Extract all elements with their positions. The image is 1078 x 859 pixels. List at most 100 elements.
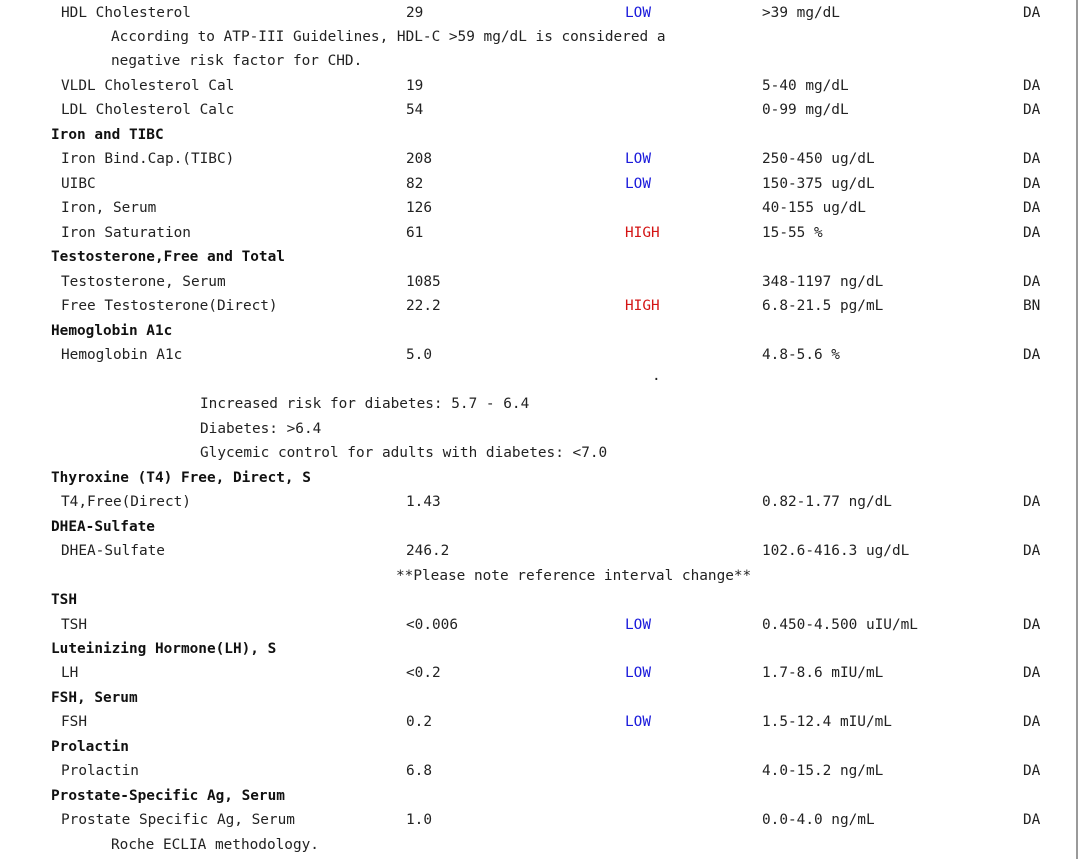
test-name: HDL Cholesterol (61, 4, 191, 21)
abnormal-flag: LOW (625, 616, 651, 633)
comment-line: According to ATP-III Guidelines, HDL-C >… (0, 25, 1076, 50)
test-name: Free Testosterone(Direct) (61, 298, 278, 315)
section-heading: Thyroxine (T4) Free, Direct, S (0, 466, 1076, 491)
scrollbar-edge (1076, 0, 1078, 859)
section-heading: Hemoglobin A1c (0, 319, 1076, 344)
reference-range: 1.5-12.4 mIU/mL (762, 714, 892, 731)
result-row: Iron Bind.Cap.(TIBC) 208 LOW 250-450 ug/dL D… (0, 147, 1076, 172)
result-value: 0.2 (406, 714, 432, 731)
result-value: 82 (406, 175, 424, 192)
result-row: HDL Cholesterol 29 LOW >39 mg/dL DA (0, 1, 1076, 26)
reference-range: 0-99 mg/dL (762, 102, 849, 119)
reference-range: 150-375 ug/dL (762, 175, 875, 192)
section-heading: DHEA-Sulfate (0, 515, 1076, 540)
reference-range: 15-55 % (762, 224, 823, 241)
result-row: Iron Saturation 61 HIGH 15-55 % DA (0, 221, 1076, 246)
result-row: Prolactin 6.8 4.0-15.2 ng/mL DA (0, 759, 1076, 784)
test-name: Testosterone, Serum (61, 273, 226, 290)
result-value: <0.2 (406, 665, 441, 682)
section-heading: Luteinizing Hormone(LH), S (0, 637, 1076, 662)
test-name: Iron Bind.Cap.(TIBC) (61, 151, 235, 168)
result-value: 61 (406, 224, 424, 241)
result-row: TSH <0.006 LOW 0.450-4.500 uIU/mL DA (0, 613, 1076, 638)
test-name: VLDL Cholesterol Cal (61, 77, 235, 94)
reference-range: 0.450-4.500 uIU/mL (762, 616, 918, 633)
reference-range: 1.7-8.6 mIU/mL (762, 665, 884, 682)
result-value: 29 (406, 4, 424, 21)
comment-text: Diabetes: >6.4 (200, 420, 322, 437)
comment-text: Roche ECLIA methodology. (111, 836, 319, 853)
test-name: UIBC (61, 175, 96, 192)
section-heading: Prostate-Specific Ag, Serum (0, 784, 1076, 809)
comment-text: Glycemic control for adults with diabete… (200, 445, 608, 462)
result-row: UIBC 82 LOW 150-375 ug/dL DA (0, 172, 1076, 197)
result-value: 1.0 (406, 812, 432, 829)
lab-code: DA (1023, 665, 1041, 682)
abnormal-flag: HIGH (625, 224, 660, 241)
comment-line: Diabetes: >6.4 (0, 417, 1076, 442)
abnormal-flag: LOW (625, 151, 651, 168)
result-row: VLDL Cholesterol Cal 19 5-40 mg/dL DA (0, 74, 1076, 99)
abnormal-flag: LOW (625, 714, 651, 731)
result-value: 126 (406, 200, 432, 217)
section-title: Prolactin (51, 738, 129, 755)
section-title: TSH (51, 592, 77, 609)
result-row: Iron, Serum 126 40-155 ug/dL DA (0, 196, 1076, 221)
section-heading: Testosterone,Free and Total (0, 245, 1076, 270)
result-row: DHEA-Sulfate 246.2 102.6-416.3 ug/dL DA (0, 539, 1076, 564)
test-name: Prolactin (61, 763, 139, 780)
comment-text: **Please note reference interval change*… (396, 567, 752, 584)
comment-line: negative risk factor for CHD. (0, 49, 1076, 74)
reference-range: 102.6-416.3 ug/dL (762, 543, 910, 560)
result-row: Prostate Specific Ag, Serum 1.0 0.0-4.0 ng… (0, 808, 1076, 833)
section-title: FSH, Serum (51, 689, 138, 706)
test-name: LDL Cholesterol Calc (61, 102, 235, 119)
section-heading: TSH (0, 588, 1076, 613)
reference-range: 4.8-5.6 % (762, 347, 840, 364)
lab-code: DA (1023, 4, 1041, 21)
lab-code: DA (1023, 347, 1041, 364)
comment-line: Roche ECLIA methodology. (0, 833, 1076, 858)
reference-range: >39 mg/dL (762, 4, 840, 21)
lab-code: DA (1023, 763, 1041, 780)
lab-code: BN (1023, 298, 1041, 315)
lab-code: DA (1023, 224, 1041, 241)
result-row: Testosterone, Serum 1085 348-1197 ng/dL DA (0, 270, 1076, 295)
lab-code: DA (1023, 714, 1041, 731)
lab-code: DA (1023, 151, 1041, 168)
section-heading: Iron and TIBC (0, 123, 1076, 148)
test-name: Hemoglobin A1c (61, 347, 183, 364)
section-heading: FSH, Serum (0, 686, 1076, 711)
result-row: Free Testosterone(Direct) 22.2 HIGH 6.8-21.… (0, 294, 1076, 319)
section-title: Hemoglobin A1c (51, 322, 173, 339)
reference-range: 348-1197 ng/dL (762, 273, 884, 290)
separator-dot: . (0, 368, 1076, 393)
comment-text: Increased risk for diabetes: 5.7 - 6.4 (200, 396, 530, 413)
section-title: Luteinizing Hormone(LH), S (51, 640, 277, 657)
comment-line: Glycemic control for adults with diabete… (0, 441, 1076, 466)
test-name: FSH (61, 714, 87, 731)
section-title: Testosterone,Free and Total (51, 249, 285, 266)
test-name: Prostate Specific Ag, Serum (61, 812, 295, 829)
result-value: <0.006 (406, 616, 458, 633)
comment-line: **Please note reference interval change*… (0, 564, 1076, 589)
comment-text: negative risk factor for CHD. (111, 53, 363, 70)
lab-code: DA (1023, 102, 1041, 119)
result-value: 54 (406, 102, 424, 119)
test-name: TSH (61, 616, 87, 633)
lab-code: DA (1023, 494, 1041, 511)
test-name: T4,Free(Direct) (61, 494, 191, 511)
result-value: 22.2 (406, 298, 441, 315)
section-title: Thyroxine (T4) Free, Direct, S (51, 469, 311, 486)
section-title: Prostate-Specific Ag, Serum (51, 787, 285, 804)
section-heading: Prolactin (0, 735, 1076, 760)
comment-text: According to ATP-III Guidelines, HDL-C >… (111, 28, 666, 45)
reference-range: 250-450 ug/dL (762, 151, 875, 168)
lab-code: DA (1023, 616, 1041, 633)
lab-code: DA (1023, 200, 1041, 217)
reference-range: 5-40 mg/dL (762, 77, 849, 94)
abnormal-flag: LOW (625, 175, 651, 192)
reference-range: 6.8-21.5 pg/mL (762, 298, 884, 315)
abnormal-flag: LOW (625, 665, 651, 682)
